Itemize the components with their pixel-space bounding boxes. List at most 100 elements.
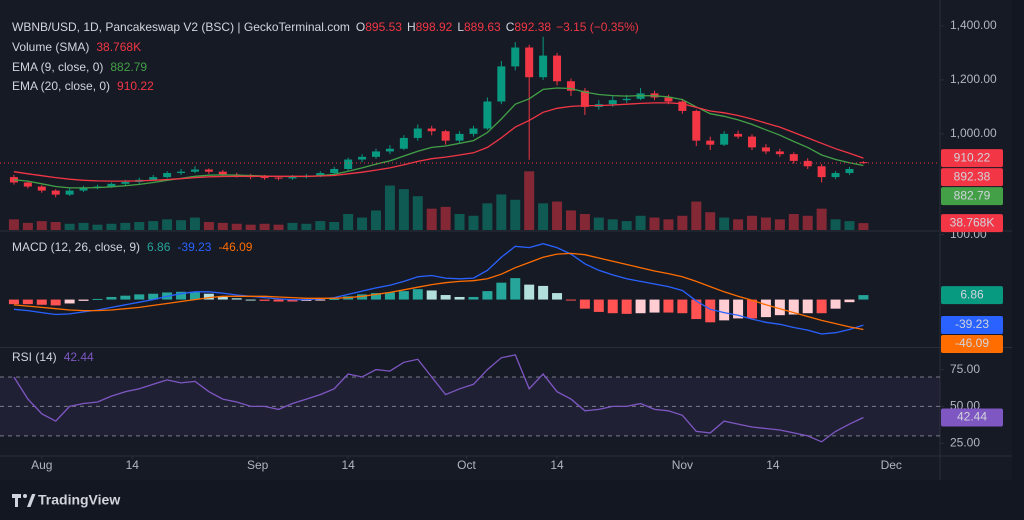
candle-body [177,171,186,174]
macd-histogram-bar [649,299,660,313]
value-tag [941,316,1003,335]
volume-bar [593,217,604,230]
x-tick-label: Nov [672,458,693,472]
macd-histogram-bar [635,299,646,314]
candle-body [859,162,868,164]
volume-bar [677,215,688,230]
candle-body [204,169,213,172]
value-tag-label: 882.79 [954,188,991,202]
macd-histogram-bar [705,299,716,323]
rsi-line [13,354,864,443]
macd-histogram-bar [50,299,61,306]
logo [12,494,36,507]
candle-body [817,166,826,178]
legend-name: RSI (14) [12,350,57,364]
candle-body [566,81,575,91]
candle-body [622,98,631,101]
volume-bar [120,222,131,230]
candle-body [51,190,60,195]
macd-histogram-bar [217,296,228,300]
volume-bar [315,221,326,230]
macd-histogram-bar [663,299,674,313]
x-tick-label: 14 [341,458,355,472]
macd-line [13,243,864,335]
legend: MACD (12, 26, close, 9) 6.86 -39.23 -46.09 [12,240,253,254]
legend: EMA (9, close, 0) 882.79 [12,60,147,74]
legend-name: EMA (9, close, 0) [12,60,103,74]
volume-bar [454,214,465,230]
candle-body [692,110,701,141]
signal-line [13,252,864,331]
macd-histogram-bar [691,299,702,320]
candle-body [385,148,394,152]
candle-body [775,151,784,155]
macd-histogram-bar [8,299,19,305]
candle-body [358,156,367,160]
candle-body [455,133,464,141]
macd-histogram-bar [538,285,549,300]
candle-body [734,133,743,137]
macd-histogram-bar [134,294,145,300]
chart-area [0,0,1012,480]
volume-bar [22,222,33,230]
macd-histogram-bar [788,299,799,315]
macd-histogram-bar [120,295,131,300]
ohlc-key: H [407,20,416,34]
volume-bar [760,217,771,230]
candle-body [831,173,840,178]
legend: RSI (14) 42.44 [12,350,94,364]
candle-body [845,168,854,174]
macd-histogram-bar [189,291,200,300]
candle-body [789,154,798,161]
candle-body [580,90,589,107]
volume-bar [830,219,841,230]
y-tick-label: 1,200.00 [950,72,997,86]
macd-histogram-bar [357,294,368,300]
value-tag [941,187,1003,206]
header: WBNB/USD, 1D, Pancakeswap V2 (BSC) | Gec… [12,20,639,34]
macd-histogram-bar [621,299,632,314]
volume-bar [552,201,563,230]
candle-body [678,101,687,111]
close-value: 892.38 [514,20,551,34]
macd-histogram-bar [719,299,730,321]
value-tag [941,214,1003,233]
candle-body [274,177,283,179]
x-tick-label: 14 [766,458,780,472]
candle-body [218,171,227,175]
volume-bar [148,221,159,230]
candle-body [706,140,715,145]
candle-body [483,101,492,129]
candle-body [608,100,617,105]
macd-histogram-bar [36,299,47,305]
macd-histogram-bar [273,299,284,302]
candle-body [803,160,812,167]
macd-histogram-bar [440,295,451,300]
volume-bar [384,185,395,230]
high-value: 898.92 [416,20,453,34]
volume-bar [663,219,674,230]
candle-body [163,173,172,178]
volume-bar [524,171,535,230]
volume-bar [176,220,187,230]
macd-histogram-bar [287,299,298,302]
volume-bar [273,224,284,230]
candle-body [260,177,269,179]
macd-histogram-bar [802,299,813,314]
volume-bar [245,224,256,230]
macd-histogram-bar [579,299,590,309]
legend: Volume (SMA) 38.768K [12,40,141,54]
ema-line [13,87,864,189]
volume-bar [301,223,312,230]
volume-bar [733,219,744,230]
legend-name: EMA (20, close, 0) [12,79,110,93]
value-tag [941,408,1003,427]
volume-bar [747,215,757,230]
candle-body [288,177,297,179]
candle-body [107,183,116,187]
y-tick-label: 75.00 [950,362,980,376]
ohlc-key: C [506,20,515,34]
macd-histogram-bar [816,299,827,314]
candle-body [149,177,158,180]
